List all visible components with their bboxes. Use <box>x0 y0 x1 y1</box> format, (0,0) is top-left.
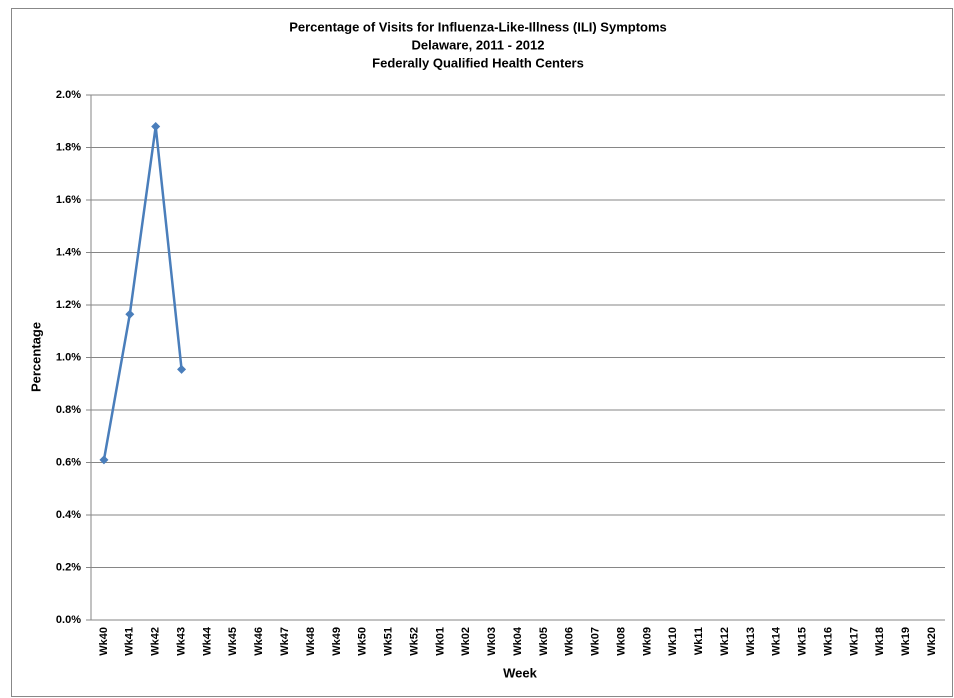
y-tick-label: 1.6% <box>56 194 81 206</box>
y-tick-label: 0.0% <box>56 614 81 626</box>
x-tick-label: Wk42 <box>150 627 162 656</box>
y-tick-label: 0.8% <box>56 404 81 416</box>
x-tick-label: Wk07 <box>590 627 602 656</box>
x-tick-label: Wk16 <box>822 627 834 656</box>
x-tick-label: Wk20 <box>926 627 938 656</box>
y-axis-title: Percentage <box>28 322 43 392</box>
x-tick-label: Wk49 <box>331 627 343 656</box>
x-tick-label: Wk40 <box>98 627 110 656</box>
x-tick-label: Wk05 <box>538 627 550 656</box>
x-tick-label: Wk17 <box>848 627 860 656</box>
x-tick-label: Wk47 <box>279 627 291 656</box>
y-tick-label: 1.4% <box>56 246 81 258</box>
x-tick-label: Wk10 <box>667 627 679 656</box>
y-tick-label: 1.0% <box>56 351 81 363</box>
chart-title: Federally Qualified Health Centers <box>372 55 584 70</box>
y-tick-label: 0.4% <box>56 509 81 521</box>
x-tick-label: Wk19 <box>900 627 912 656</box>
x-tick-label: Wk46 <box>253 627 265 656</box>
x-tick-label: Wk50 <box>357 627 369 656</box>
x-tick-label: Wk43 <box>175 627 187 656</box>
chart-frame <box>11 8 953 697</box>
x-tick-label: Wk41 <box>124 627 136 656</box>
x-tick-label: Wk13 <box>745 627 757 656</box>
data-point <box>125 309 135 319</box>
x-tick-label: Wk12 <box>719 627 731 656</box>
chart-title: Delaware, 2011 - 2012 <box>412 37 545 52</box>
x-tick-label: Wk51 <box>383 627 395 656</box>
x-tick-label: Wk06 <box>564 627 576 656</box>
x-tick-label: Wk15 <box>797 627 809 656</box>
x-tick-label: Wk04 <box>512 626 524 656</box>
y-tick-label: 0.2% <box>56 561 81 573</box>
x-tick-label: Wk45 <box>227 627 239 656</box>
data-point <box>151 122 161 131</box>
x-tick-label: Wk52 <box>408 627 420 656</box>
x-tick-label: Wk44 <box>201 626 213 656</box>
data-point <box>177 364 187 374</box>
data-point <box>99 455 109 465</box>
x-tick-label: Wk14 <box>771 626 783 656</box>
y-tick-label: 1.8% <box>56 141 81 153</box>
x-tick-label: Wk08 <box>615 627 627 656</box>
y-tick-label: 2.0% <box>56 89 81 101</box>
x-tick-label: Wk18 <box>874 627 886 656</box>
x-axis-title: Week <box>503 665 537 680</box>
x-tick-label: Wk09 <box>641 627 653 656</box>
chart-title: Percentage of Visits for Influenza-Like-… <box>289 19 667 34</box>
x-tick-label: Wk48 <box>305 627 317 656</box>
x-tick-label: Wk01 <box>434 627 446 656</box>
y-tick-label: 1.2% <box>56 299 81 311</box>
y-tick-label: 0.6% <box>56 456 81 468</box>
x-tick-label: Wk03 <box>486 627 498 656</box>
data-line <box>102 126 183 461</box>
x-tick-label: Wk02 <box>460 627 472 656</box>
x-tick-label: Wk11 <box>693 627 705 655</box>
